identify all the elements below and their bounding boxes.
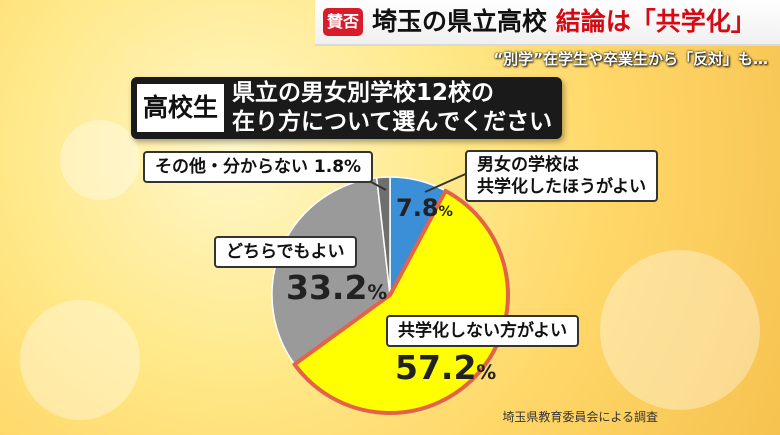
headline-conclusion: 結論は「共学化」 (555, 7, 756, 36)
source-note: 埼玉県教育委員会による調査 (502, 410, 658, 424)
question-line-2: 在り方について選んでください (232, 109, 553, 135)
either-label: どちらでもよい (214, 236, 357, 268)
coed-label: 男女の学校は 共学化したほうがよい (465, 150, 659, 202)
percent-sign: % (367, 281, 388, 304)
notcoed-percent-value: 57.2 (395, 348, 477, 387)
sub-headline: “別学”在学生や卒業生から「反対」も… (493, 50, 768, 68)
percent-sign: % (438, 204, 453, 220)
notcoed-label: 共学化しない方がよい (386, 315, 580, 347)
notcoed-percent: 57.2% (395, 348, 496, 387)
other-label-text: その他・分からない 1.8% (155, 157, 362, 177)
bokeh-circle (60, 120, 140, 200)
title-bar (315, 0, 780, 46)
pros-cons-badge: 賛否 (323, 8, 363, 36)
either-label-text: どちらでもよい (226, 242, 345, 262)
bokeh-circle (20, 300, 140, 420)
headline: 埼玉の県立高校 結論は「共学化」 (372, 4, 756, 40)
coed-percent: 7.8% (396, 194, 453, 222)
percent-sign: % (476, 361, 497, 384)
either-percent-value: 33.2 (286, 268, 368, 307)
coed-label-line-2: 共学化したほうがよい (477, 177, 647, 197)
bokeh-circle (600, 250, 760, 410)
coed-label-line-1: 男女の学校は (477, 155, 579, 175)
either-percent: 33.2% (286, 268, 387, 307)
coed-leader-line (424, 171, 471, 193)
headline-topic: 埼玉の県立高校 (372, 7, 548, 36)
respondent-tag: 高校生 (137, 84, 224, 132)
notcoed-label-text: 共学化しない方がよい (398, 321, 568, 341)
question-line-1: 県立の男女別学校12校の (232, 80, 495, 106)
question-text: 県立の男女別学校12校の 在り方について選んでください (232, 79, 557, 137)
slice-other (375, 176, 391, 296)
highlight-outline (292, 188, 510, 415)
coed-percent-value: 7.8 (396, 194, 439, 222)
other-label: その他・分からない 1.8% (143, 151, 374, 183)
